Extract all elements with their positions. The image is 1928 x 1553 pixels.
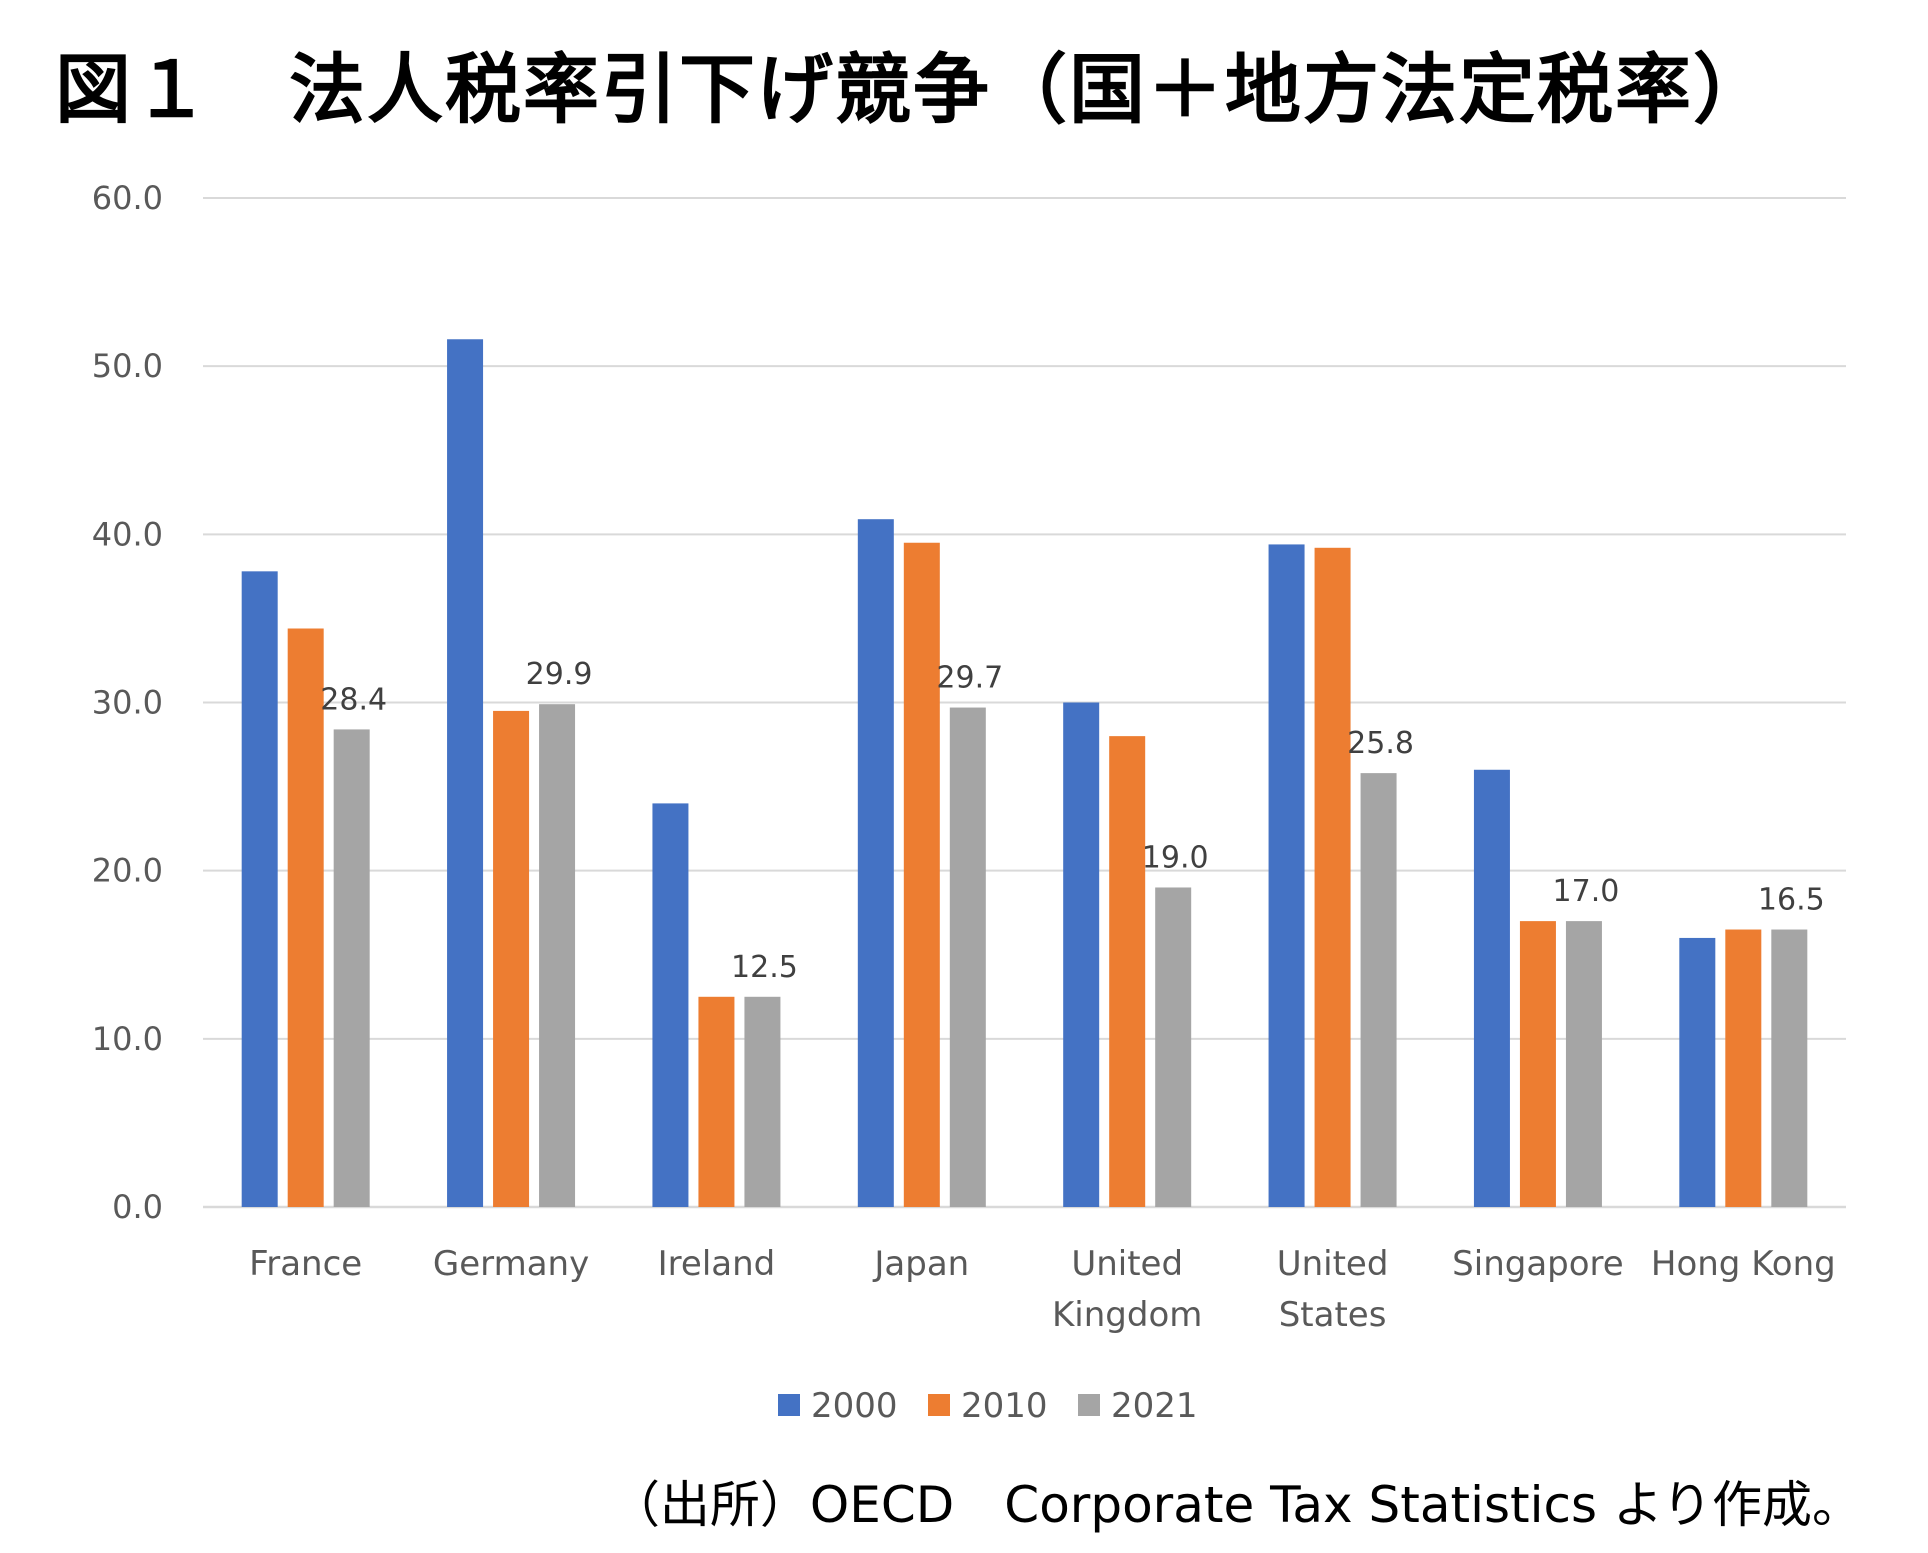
data-labels: 28.4 29.9 12.5 29.7 19.0 25.8 17.0 16.5 [320, 657, 1824, 985]
x-axis-category-labels: France Germany Ireland Japan United Kingdom Un… [249, 1244, 1836, 1335]
data-label: 19.0 [1142, 840, 1209, 875]
legend-swatch-2021 [1078, 1394, 1100, 1416]
bar-2010-united-kingdom [1109, 736, 1146, 1207]
category-label: Hong Kong [1651, 1244, 1836, 1284]
y-axis-tick-labels: 0.0 10.0 20.0 30.0 40.0 50.0 60.0 [92, 179, 163, 1226]
category-label: Japan [872, 1244, 969, 1284]
data-label: 17.0 [1553, 874, 1620, 909]
y-tick-label: 0.0 [112, 1188, 163, 1226]
legend-swatch-2010 [928, 1394, 950, 1416]
y-tick-label: 60.0 [92, 179, 163, 217]
y-tick-label: 50.0 [92, 347, 163, 385]
bar-2010-united-states [1314, 547, 1351, 1207]
bar-2000-france [241, 571, 278, 1207]
bar-2021-united-kingdom [1155, 887, 1192, 1207]
source-note: （出所）OECD Corporate Tax Statistics より作成。 [609, 1476, 1862, 1534]
figure-title: 図１ 法人税率引下げ競争（国＋地方法定税率） [55, 45, 1771, 134]
legend-label-2010: 2010 [961, 1386, 1048, 1426]
y-tick-label: 30.0 [92, 684, 163, 722]
legend-swatch-2000 [778, 1394, 800, 1416]
bar-2021-germany [539, 704, 576, 1207]
bar-2000-ireland [652, 803, 689, 1207]
bar-2021-hong-kong [1771, 929, 1808, 1207]
bar-2010-ireland [698, 996, 735, 1207]
data-label: 25.8 [1347, 726, 1414, 761]
bar-2021-united-states [1360, 773, 1397, 1207]
category-label: United [1071, 1244, 1183, 1284]
bar-2021-japan [949, 707, 986, 1207]
bars [241, 339, 1808, 1207]
bar-2021-ireland [744, 996, 781, 1207]
bar-2021-france [333, 729, 370, 1207]
bar-2000-hong-kong [1679, 937, 1716, 1207]
legend-label-2000: 2000 [811, 1386, 898, 1426]
data-label: 16.5 [1758, 883, 1825, 918]
bar-2010-hong-kong [1725, 929, 1762, 1207]
bar-2000-germany [447, 339, 484, 1207]
bar-2021-singapore [1565, 921, 1602, 1207]
category-label: States [1279, 1295, 1387, 1335]
y-tick-label: 20.0 [92, 852, 163, 890]
category-label: Singapore [1452, 1244, 1624, 1284]
bar-2010-singapore [1519, 921, 1556, 1207]
bar-2010-france [287, 628, 324, 1207]
data-label: 28.4 [320, 682, 387, 717]
bar-2000-singapore [1473, 769, 1510, 1207]
category-label: Kingdom [1052, 1295, 1202, 1335]
category-label: Germany [433, 1244, 589, 1284]
category-label: Ireland [658, 1244, 776, 1284]
bar-2000-united-kingdom [1063, 702, 1100, 1207]
category-label: United [1277, 1244, 1389, 1284]
data-label: 29.9 [526, 657, 593, 692]
legend-label-2021: 2021 [1111, 1386, 1198, 1426]
bar-2010-germany [493, 710, 530, 1207]
bar-2000-japan [857, 519, 894, 1207]
category-label: France [249, 1244, 362, 1284]
y-tick-label: 10.0 [92, 1020, 163, 1058]
data-label: 12.5 [731, 950, 798, 985]
legend: 2000 2010 2021 [778, 1386, 1198, 1426]
bar-2010-japan [903, 542, 940, 1207]
data-label: 29.7 [936, 661, 1003, 696]
y-tick-label: 40.0 [92, 515, 163, 553]
bar-2000-united-states [1268, 544, 1305, 1207]
